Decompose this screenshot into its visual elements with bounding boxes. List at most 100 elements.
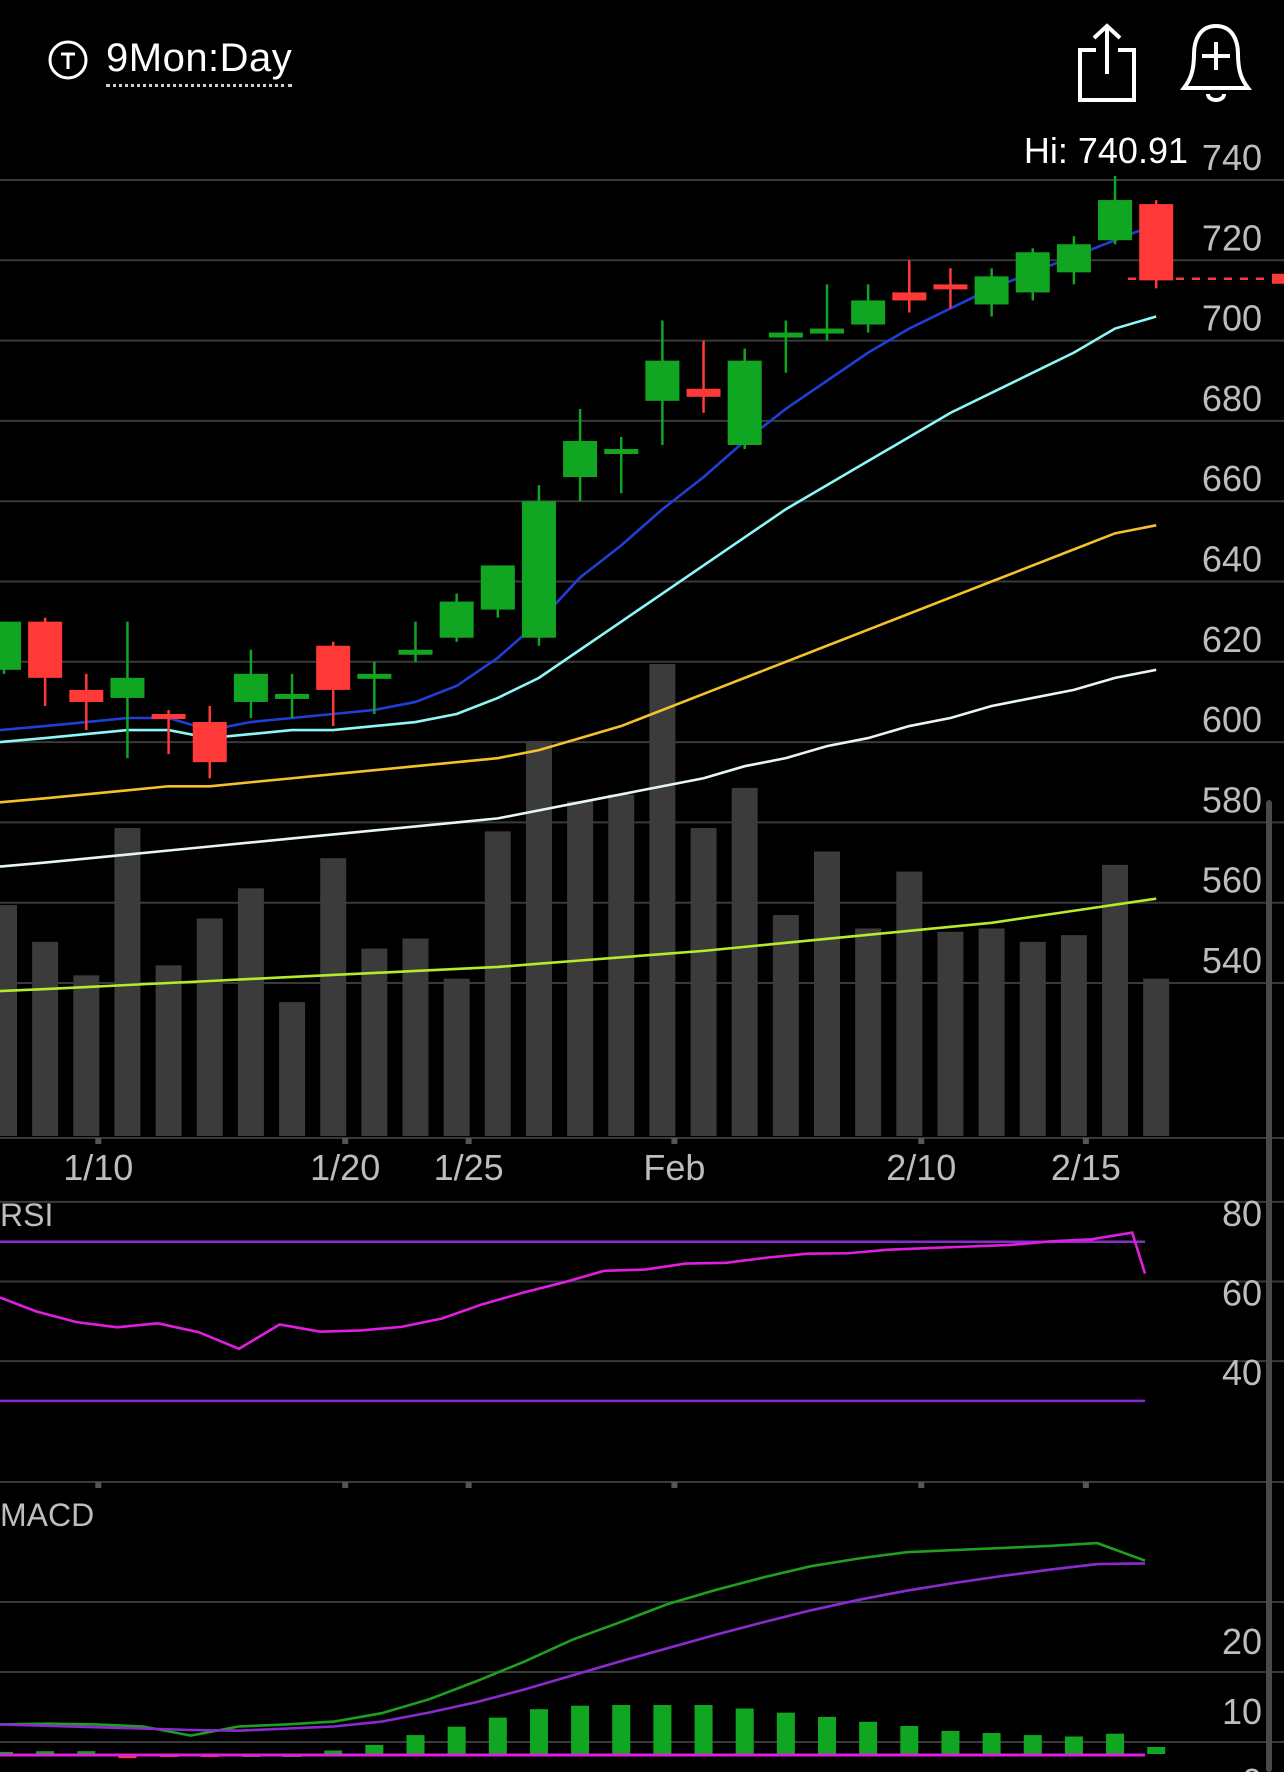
volume-bar	[567, 801, 594, 1136]
volume-bar	[1019, 941, 1046, 1136]
macd-histogram-bar	[406, 1735, 425, 1754]
candle-body	[563, 440, 598, 478]
price-axis-tick-label: 720	[1202, 217, 1262, 258]
volume-bar	[814, 851, 840, 1136]
macd-line	[0, 1541, 1146, 1737]
macd-histogram-bar	[1106, 1733, 1125, 1754]
volume-bar	[525, 740, 552, 1136]
macd-panel-title: MACD	[0, 1497, 94, 1533]
scrollbar[interactable]	[1266, 800, 1272, 1772]
candle-body	[768, 332, 803, 338]
header: 9Mon:Day	[0, 0, 1284, 120]
moving-average-line	[0, 524, 1157, 804]
candle-body	[851, 300, 886, 325]
macd-histogram-bar	[982, 1733, 1001, 1754]
candle-body	[233, 673, 268, 702]
moving-average-line	[0, 315, 1157, 744]
candle-body	[1098, 200, 1133, 241]
volume-bar	[361, 948, 388, 1136]
volume-bar	[484, 831, 511, 1136]
add-alert-bell-icon[interactable]	[1180, 20, 1252, 106]
candle-body	[357, 673, 392, 679]
price-axis-tick-label: 660	[1202, 458, 1262, 499]
macd-histogram-bar	[653, 1705, 672, 1754]
price-axis-tick-label: 640	[1202, 539, 1262, 580]
rsi-axis-tick-label: 40	[1222, 1352, 1262, 1393]
candle-body	[151, 713, 186, 719]
macd-histogram-bar	[694, 1705, 713, 1754]
macd-histogram-bar	[941, 1730, 960, 1754]
moving-average-line	[0, 668, 1157, 868]
volume-bar	[772, 915, 799, 1136]
volume-bar	[155, 965, 182, 1136]
candle-body	[645, 360, 680, 401]
macd-histogram-bar	[1147, 1747, 1166, 1754]
timeframe-selector[interactable]: 9Mon:Day	[106, 34, 293, 87]
macd-histogram-bar	[36, 1751, 55, 1755]
candle-body	[1015, 252, 1050, 293]
macd-histogram-bar	[859, 1721, 878, 1754]
high-label-value: 740.91	[1077, 130, 1188, 171]
candle-body	[110, 677, 145, 698]
macd-histogram-bar	[1023, 1735, 1042, 1754]
candle-body	[480, 565, 515, 610]
volume-bar	[0, 905, 17, 1136]
candle-body	[604, 449, 639, 455]
volume-bar	[32, 941, 59, 1136]
macd-histogram-bar	[529, 1709, 548, 1754]
macd-histogram-bar	[324, 1750, 343, 1754]
volume-bar	[196, 918, 223, 1136]
rsi-axis-tick-label: 80	[1222, 1193, 1262, 1234]
volume-bar	[1102, 864, 1129, 1136]
candle-body	[892, 292, 927, 301]
price-axis-tick-label: 600	[1202, 699, 1262, 740]
candle-body	[933, 284, 968, 290]
macd-axis-tick-label: 0	[1242, 1761, 1262, 1772]
macd-line	[0, 1562, 1146, 1733]
candle-body	[974, 276, 1009, 305]
volume-bar	[73, 975, 100, 1136]
candle-body	[275, 693, 310, 699]
candle-body	[398, 649, 433, 655]
candle-body	[727, 360, 762, 445]
volume-bar	[978, 928, 1005, 1136]
x-axis-date-label: 2/10	[886, 1147, 956, 1188]
rsi-axis-tick-label: 60	[1222, 1273, 1262, 1314]
candle-body	[810, 328, 844, 334]
macd-histogram-bar	[488, 1717, 507, 1754]
volume-bar	[1143, 978, 1170, 1136]
macd-histogram-bar	[77, 1751, 96, 1755]
macd-histogram-bar	[1064, 1736, 1083, 1754]
price-axis-tick-label: 560	[1202, 860, 1262, 901]
volume-bar	[402, 938, 429, 1136]
macd-axis-tick-label: 20	[1222, 1621, 1262, 1662]
share-icon[interactable]	[1074, 22, 1140, 104]
volume-bar	[279, 1002, 306, 1136]
macd-histogram-bar	[571, 1705, 590, 1754]
price-axis-tick-label: 700	[1202, 298, 1262, 339]
volume-bar	[896, 871, 923, 1136]
price-axis-tick-label: 620	[1202, 619, 1262, 660]
price-axis-tick-label: 580	[1202, 779, 1262, 820]
volume-bar	[114, 828, 141, 1136]
volume-bar	[443, 978, 470, 1136]
macd-axis-tick-label: 10	[1222, 1691, 1262, 1732]
candle-body	[28, 621, 63, 678]
rsi-line	[0, 1231, 1147, 1351]
macd-histogram-bar	[612, 1705, 631, 1754]
macd-histogram-bar	[776, 1712, 795, 1754]
volume-bar	[1060, 935, 1087, 1136]
x-axis-date-label: 2/15	[1051, 1147, 1121, 1188]
volume-bar	[937, 931, 964, 1136]
candle-body	[192, 722, 227, 763]
high-price-label: Hi: 740.91	[1024, 130, 1188, 172]
price-axis-tick-label: 680	[1202, 378, 1262, 419]
candle-body	[439, 601, 474, 638]
volume-bar	[608, 794, 635, 1136]
clock-t-icon[interactable]	[48, 40, 88, 80]
x-axis-date-label: 1/20	[310, 1147, 380, 1188]
current-price-marker	[1272, 273, 1284, 284]
candle-body	[686, 388, 721, 397]
candle-body	[1139, 204, 1174, 281]
